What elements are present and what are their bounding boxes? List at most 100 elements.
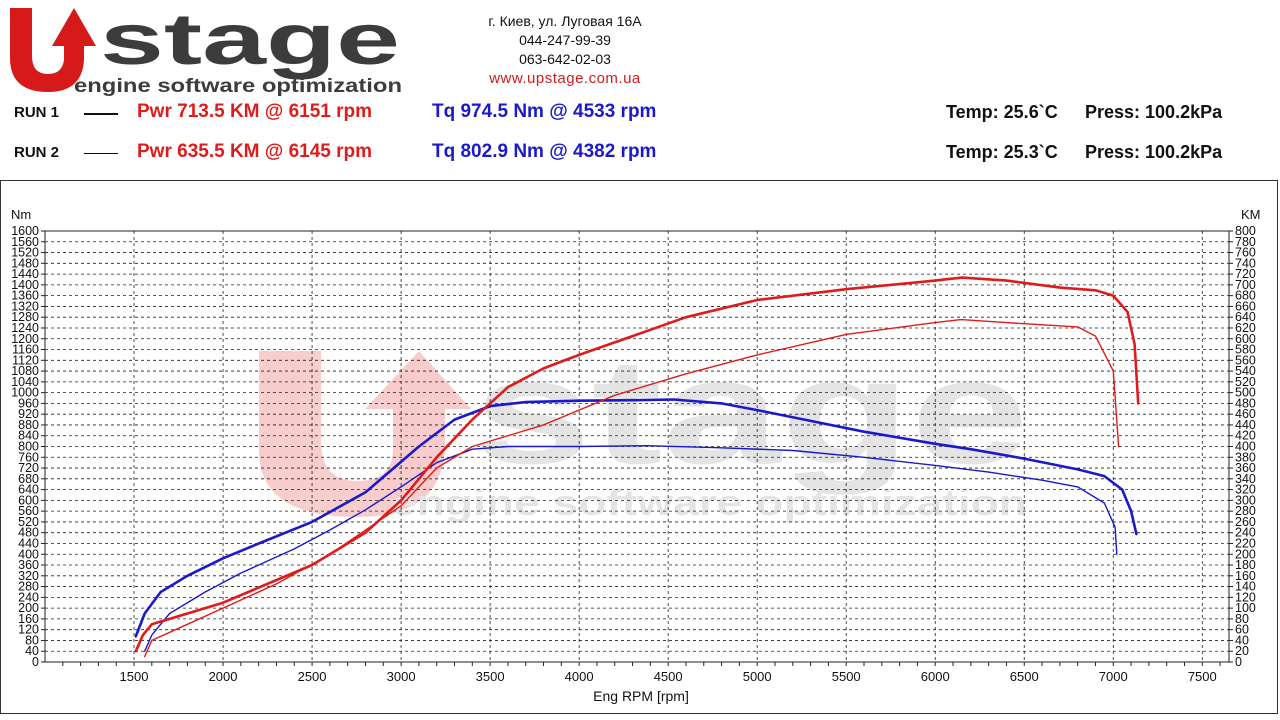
y-tick-right-label: 180 [1235,558,1256,572]
y-tick-left-label: 1120 [12,353,39,367]
chart-series [134,276,1140,658]
dyno-chart: stage engine software optimization 0 40 80… [0,180,1278,714]
x-tick-label: 2500 [298,669,327,684]
y-tick-right-label: 700 [1235,278,1256,292]
y-tick-left-label: 40 [25,644,39,658]
y-tick-left-label: 1440 [11,267,39,281]
x-tick-label: 3500 [476,669,505,684]
x-tick-label: 1500 [120,669,149,684]
y-tick-left-label: 1040 [11,375,39,389]
run-1-pressure: Press: 100.2kPa [1085,102,1223,122]
run-2-temperature: Temp: 25.3`C [946,142,1058,162]
y-tick-right-label: 680 [1235,289,1256,303]
y-tick-left-label: 1200 [11,332,39,346]
run-2-pressure: Press: 100.2kPa [1085,142,1223,162]
y-tick-left-label: 400 [18,547,39,561]
y-tick-right-label: 400 [1235,440,1256,454]
run-2-label: RUN 2 [14,144,60,161]
chart-grid [45,231,1229,662]
chart-axes: 0408012016020024028032036040044048052056… [11,224,1256,684]
y-tick-left-label: 1520 [11,246,39,260]
run-1-summary: RUN 1 Pwr 713.5 KM @ 6151 rpm Tq 974.5 N… [14,101,1264,125]
x-tick-label: 5500 [832,669,861,684]
y-tick-left-label: 160 [18,612,39,626]
y-tick-left-label: 1000 [11,386,39,400]
x-tick-label: 3000 [387,669,416,684]
y-tick-left-label: 760 [18,450,39,464]
y-tick-left-label: 920 [18,407,39,421]
y-tick-left-label: 1240 [11,321,39,335]
y-tick-left-label: 1400 [11,278,39,292]
x-tick-label: 4000 [565,669,594,684]
y-tick-left-label: 1280 [11,310,39,324]
run-2-torque-peak: Tq 802.9 Nm @ 4382 rpm [432,141,657,162]
y-tick-right-label: 120 [1235,590,1256,604]
phone-1: 044-247-99-39 [519,32,611,48]
watermark-tagline: engine software optimization [391,482,1027,523]
logo-mark-u [10,8,96,92]
y-tick-right-label: 200 [1235,547,1256,561]
y-tick-right-label: 520 [1235,375,1256,389]
plot-frame [44,230,1230,663]
y-tick-left-label: 480 [18,526,39,540]
y-tick-right-label: 580 [1235,343,1256,357]
x-tick-label: 4500 [654,669,683,684]
y-tick-right-label: 540 [1235,364,1256,378]
y-tick-right-label: 800 [1235,224,1256,238]
x-tick-label: 2000 [209,669,238,684]
run-1-line-swatch [84,113,118,115]
y-tick-right-label: 300 [1235,493,1256,507]
y-tick-right-label: 480 [1235,396,1256,410]
x-tick-label: 6500 [1010,669,1039,684]
y-tick-right-label: 500 [1235,386,1256,400]
x-tick-label: 7000 [1099,669,1128,684]
y-tick-left-label: 1600 [11,224,39,238]
y-tick-left-label: 200 [18,601,39,615]
y-tick-left-label: 720 [18,461,39,475]
y-tick-right-label: 780 [1235,235,1256,249]
x-tick-label: 6000 [921,669,950,684]
y-tick-right-label: 60 [1235,623,1249,637]
contact-block: г. Киев, ул. Луговая 16А 044-247-99-39 0… [430,12,700,88]
y-tick-left-label: 1560 [11,235,39,249]
website-link[interactable]: www.upstage.com.ua [489,70,641,87]
y-tick-left-label: 440 [18,536,39,550]
y-tick-right-label: 280 [1235,504,1256,518]
y-tick-right-label: 0 [1235,655,1242,669]
y-tick-right-label: 740 [1235,256,1256,270]
address: г. Киев, ул. Луговая 16А [488,13,642,29]
y-tick-right-label: 240 [1235,526,1256,540]
y-tick-left-label: 0 [32,655,39,669]
y-tick-left-label: 960 [18,396,39,410]
logo-wordmark: stage [100,4,400,80]
y-tick-right-label: 420 [1235,429,1256,443]
y-tick-right-label: 440 [1235,418,1256,432]
y-tick-left-label: 1320 [11,299,39,313]
y-tick-left-label: 600 [18,493,39,507]
series-run-1-torque [134,398,1138,638]
y-tick-right-label: 80 [1235,612,1249,626]
series-run-2-power [144,318,1120,658]
run-2-summary: RUN 2 Pwr 635.5 KM @ 6145 rpm Tq 802.9 N… [14,141,1264,165]
y-tick-right-label: 340 [1235,472,1256,486]
y-tick-right-label: 320 [1235,483,1256,497]
x-axis-label: Eng RPM [rpm] [593,688,689,704]
y-tick-right-label: 760 [1235,246,1256,260]
y-tick-left-label: 1360 [11,289,39,303]
y-tick-right-label: 620 [1235,321,1256,335]
y-axis-right-label: KM [1241,207,1261,222]
series-run-2-torque [144,445,1118,652]
y-tick-right-label: 260 [1235,515,1256,529]
y-tick-left-label: 1480 [11,256,39,270]
dyno-chart-svg: stage engine software optimization 04080… [11,207,1261,704]
y-tick-right-label: 660 [1235,299,1256,313]
phone-2: 063-642-02-03 [519,51,611,67]
y-tick-left-label: 880 [18,418,39,432]
y-tick-left-label: 560 [18,504,39,518]
x-tick-label: 7500 [1188,669,1217,684]
y-tick-left-label: 80 [25,633,39,647]
run-1-temperature: Temp: 25.6`C [946,102,1058,122]
y-tick-right-label: 160 [1235,569,1256,583]
y-tick-right-label: 20 [1235,644,1249,658]
run-1-label: RUN 1 [14,104,60,121]
